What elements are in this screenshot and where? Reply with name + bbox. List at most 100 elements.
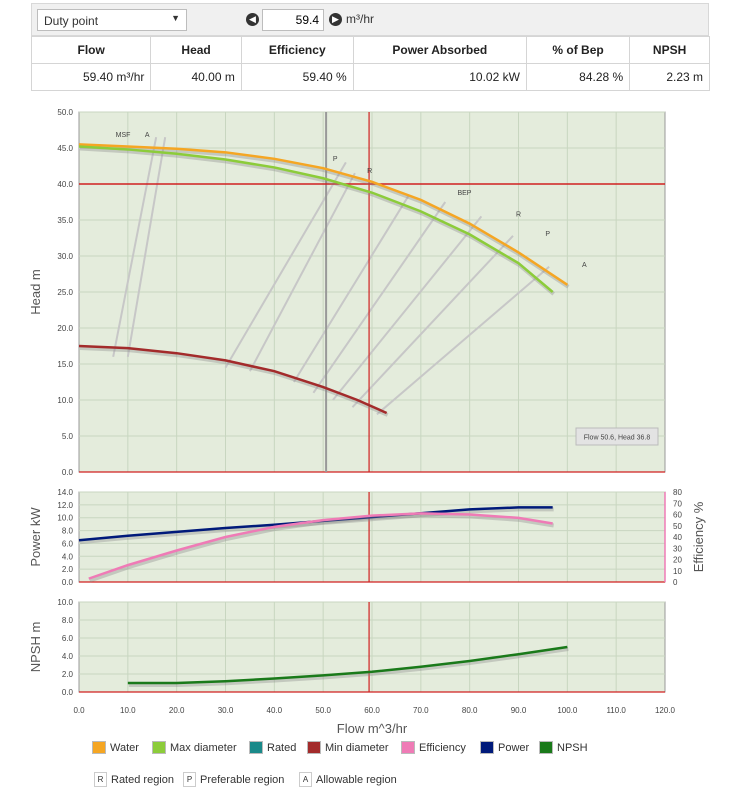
value-power: 10.02 kW <box>352 63 527 91</box>
col-power: Power Absorbed <box>352 36 527 64</box>
region-line <box>351 235 514 408</box>
mode-select[interactable]: Duty point ▼ <box>37 9 187 31</box>
caret-down-icon: ▼ <box>171 13 180 23</box>
legend-swatch <box>307 741 321 754</box>
y2-tick-label: 30 <box>673 544 682 553</box>
region-label: P <box>333 156 338 163</box>
y-tick-label: 0.0 <box>62 578 74 587</box>
legend-label: Efficiency <box>419 741 466 754</box>
power-curve-shadow <box>79 507 554 545</box>
y2-axis-label: Efficiency % <box>691 501 706 572</box>
arrow-right-icon[interactable]: ▶ <box>329 13 342 26</box>
y-tick-label: 8.0 <box>62 616 74 625</box>
y-axis-label: Power kW <box>28 507 43 567</box>
legend-swatch <box>92 741 106 754</box>
value-npsh: 2.23 m <box>629 63 710 91</box>
legend-item-power[interactable]: Power <box>480 741 529 754</box>
y-tick-label: 25.0 <box>57 288 73 297</box>
legend-swatch <box>539 741 553 754</box>
value-efficiency: 59.40 % <box>240 63 354 91</box>
y-tick-label: 0.0 <box>62 468 74 477</box>
y-tick-label: 12.0 <box>57 501 73 510</box>
region-box: P <box>183 772 196 787</box>
summary-header-row: Flow Head Efficiency Power Absorbed % of… <box>30 36 710 64</box>
y-tick-label: 6.0 <box>62 634 74 643</box>
duty-point-toolbar: Duty point ▼ ◀ ▶ m³/hr <box>31 3 709 36</box>
legend-label: Max diameter <box>170 741 237 754</box>
value-bep: 84.28 % <box>525 63 631 91</box>
legend-label: Rated <box>267 741 297 754</box>
arrow-left-icon[interactable]: ◀ <box>246 13 259 26</box>
x-tick-label: 50.0 <box>315 706 331 715</box>
x-tick-label: 120.0 <box>655 706 676 715</box>
legend-item-efficiency[interactable]: Efficiency <box>401 741 466 754</box>
legend-item-min_diameter[interactable]: Min diameter <box>307 741 389 754</box>
y-tick-label: 50.0 <box>57 108 73 117</box>
col-bep: % of Bep <box>525 36 631 64</box>
y2-tick-label: 50 <box>673 522 682 531</box>
region-line <box>126 137 167 357</box>
y2-tick-label: 60 <box>673 511 682 520</box>
x-tick-label: 60.0 <box>364 706 380 715</box>
region-box: A <box>299 772 312 787</box>
x-tick-label: 20.0 <box>169 706 185 715</box>
tooltip-text: Flow 50.6, Head 36.8 <box>584 435 651 442</box>
y2-tick-label: 0 <box>673 578 678 587</box>
x-tick-label: 30.0 <box>218 706 234 715</box>
y2-tick-label: 70 <box>673 499 682 508</box>
npsh-curve <box>127 645 568 685</box>
legend-swatch <box>480 741 494 754</box>
y-tick-label: 40.0 <box>57 180 73 189</box>
x-tick-label: 10.0 <box>120 706 136 715</box>
y-tick-label: 8.0 <box>62 527 74 536</box>
y-tick-label: 14.0 <box>57 488 73 497</box>
y2-tick-label: 20 <box>673 556 682 565</box>
legend-item-rated[interactable]: Rated <box>249 741 296 754</box>
mode-select-value: Duty point <box>44 14 99 28</box>
efficiency-curve <box>88 512 553 580</box>
region-label: Rated region <box>111 773 174 786</box>
water-curve <box>78 143 569 286</box>
y-tick-label: 45.0 <box>57 144 73 153</box>
legend-label: Min diameter <box>325 741 389 754</box>
legend-item-npsh[interactable]: NPSH <box>539 741 588 754</box>
y-tick-label: 35.0 <box>57 216 73 225</box>
min_diameter-curve-shadow <box>79 346 389 417</box>
legend-item-water[interactable]: Water <box>92 741 139 754</box>
legend-label: Power <box>498 741 530 754</box>
legend-label: Water <box>110 741 139 754</box>
y-tick-label: 15.0 <box>57 360 73 369</box>
y2-tick-label: 40 <box>673 533 682 542</box>
x-tick-label: 90.0 <box>511 706 527 715</box>
legend-swatch <box>401 741 415 754</box>
flow-input[interactable] <box>262 9 324 31</box>
region-label: R <box>367 168 372 175</box>
tooltip-box <box>575 427 659 446</box>
region-legend-item: A Allowable region <box>299 772 397 787</box>
region-label: P <box>545 231 550 238</box>
summary-value-row: 59.40 m³/hr 40.00 m 59.40 % 10.02 kW 84.… <box>30 63 710 91</box>
min_diameter-curve <box>78 344 388 415</box>
region-line <box>332 215 483 401</box>
region-legend-item: R Rated region <box>94 772 174 787</box>
y-tick-label: 2.0 <box>62 670 74 679</box>
x-tick-label: 0.0 <box>73 706 85 715</box>
max_diameter-curve <box>78 145 554 293</box>
legend-item-max_diameter[interactable]: Max diameter <box>152 741 237 754</box>
y2-tick-label: 80 <box>673 488 682 497</box>
y-tick-label: 10.0 <box>57 514 73 523</box>
y-tick-label: 10.0 <box>57 598 73 607</box>
y-tick-label: 10.0 <box>57 396 73 405</box>
region-label: MSF <box>116 132 131 139</box>
region-line <box>112 137 158 357</box>
y-axis-label: NPSH m <box>28 622 43 673</box>
y-tick-label: 4.0 <box>62 652 74 661</box>
value-flow: 59.40 m³/hr <box>30 63 152 91</box>
y-tick-label: 30.0 <box>57 252 73 261</box>
x-tick-label: 40.0 <box>267 706 283 715</box>
region-box: R <box>94 772 107 787</box>
x-tick-label: 110.0 <box>606 706 626 715</box>
region-line <box>312 201 447 394</box>
x-tick-label: 80.0 <box>462 706 478 715</box>
